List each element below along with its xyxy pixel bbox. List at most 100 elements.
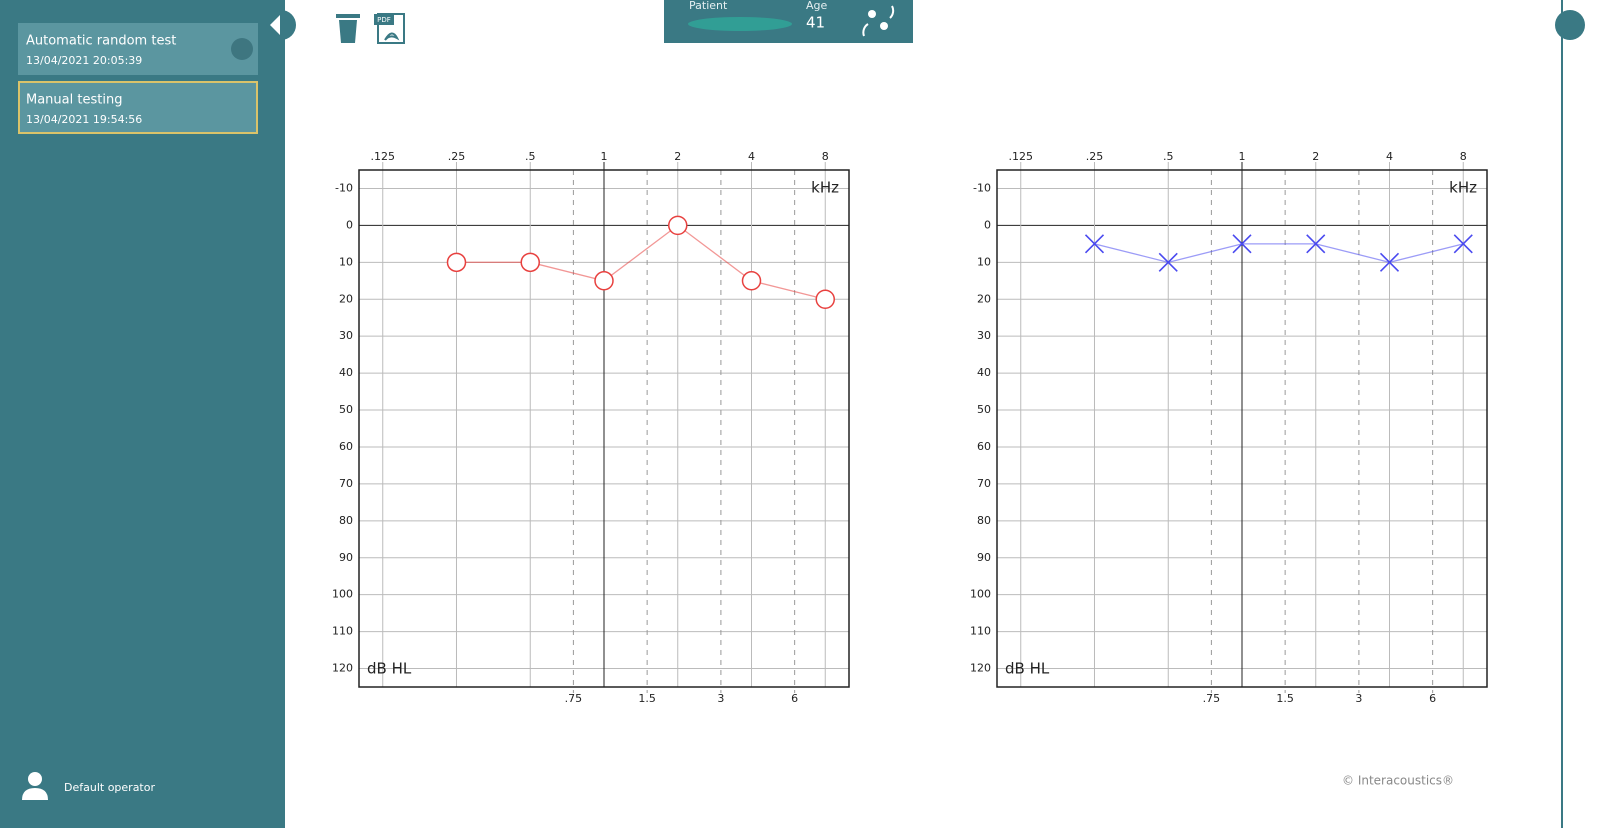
marker <box>815 289 836 309</box>
y-tick-label: 110 <box>332 625 353 638</box>
x-tick-label: .25 <box>1086 150 1104 163</box>
x-tick-label: 4 <box>1386 150 1393 163</box>
collapse-circle <box>266 10 296 40</box>
switch-patient-button[interactable] <box>862 5 895 37</box>
copyright: © Interacoustics® <box>1342 774 1454 788</box>
session-title: Manual testing <box>26 93 122 108</box>
y-tick-label: 90 <box>339 551 353 564</box>
x-tick-label: 2 <box>674 150 681 163</box>
session-status-dot <box>231 38 253 60</box>
y-tick-label: 40 <box>339 366 353 379</box>
x-tick-label: 2 <box>1312 150 1319 163</box>
y-tick-label: 30 <box>977 329 991 342</box>
x-tick-label: .125 <box>1008 150 1033 163</box>
x-tick-label: .5 <box>1163 150 1174 163</box>
swap-icon-head <box>880 22 888 30</box>
pdf-tag <box>374 14 394 25</box>
y-tick-label: 40 <box>977 366 991 379</box>
marker <box>594 271 614 291</box>
marker <box>1453 234 1473 254</box>
x-tick-label-secondary: .75 <box>565 692 583 705</box>
operator-icon-body <box>22 788 48 800</box>
session-date: 13/04/2021 20:05:39 <box>26 54 142 67</box>
patient-name-blurred <box>688 17 792 31</box>
y-tick-label: 0 <box>346 218 353 231</box>
x-tick-label: .5 <box>525 150 536 163</box>
pdf-label: PDF <box>377 16 391 24</box>
x-tick-label-secondary: 6 <box>1429 692 1436 705</box>
y-tick-label: 120 <box>332 662 353 675</box>
x-tick-label-secondary: 6 <box>791 692 798 705</box>
y-tick-label: 100 <box>332 588 353 601</box>
y-tick-label: 80 <box>977 514 991 527</box>
y-tick-label: 10 <box>339 255 353 268</box>
x-tick-label: .125 <box>370 150 395 163</box>
x-tick-label-secondary: 3 <box>717 692 724 705</box>
marker <box>1084 234 1105 254</box>
operator[interactable]: Default operator <box>22 772 155 800</box>
y-tick-label: 90 <box>977 551 991 564</box>
y-tick-label: 70 <box>977 477 991 490</box>
audiogram: -10 0 10 20 30 40 50 60 70 80 90 100 110 120 .125 .25 .5… <box>332 150 850 705</box>
y-tick-label: 50 <box>339 403 353 416</box>
x-tick-label-secondary: 1.5 <box>638 692 656 705</box>
session-card-bg <box>18 81 258 134</box>
patient-label: Patient <box>689 0 728 12</box>
y-tick-label: -10 <box>973 181 991 194</box>
y-tick-label: 110 <box>970 625 991 638</box>
series-line <box>456 224 826 300</box>
y-tick-label: 30 <box>339 329 353 342</box>
collapse-arrow <box>270 15 280 35</box>
pdf-button[interactable]: PDF <box>374 13 405 44</box>
session-title: Automatic random test <box>26 34 176 49</box>
operator-name: Default operator <box>64 781 155 794</box>
x-tick-label: 8 <box>822 150 829 163</box>
y-tick-label: 100 <box>970 588 991 601</box>
x-tick-label: 4 <box>748 150 755 163</box>
y-tick-label: 10 <box>977 255 991 268</box>
x-tick-label-secondary: .75 <box>1203 692 1221 705</box>
swap-icon-head <box>868 10 876 18</box>
y-tick-label: 60 <box>977 440 991 453</box>
x-tick-label: 1 <box>1239 150 1246 163</box>
y-unit: dB HL <box>367 660 412 678</box>
y-tick-label: 50 <box>977 403 991 416</box>
x-unit: kHz <box>811 179 839 197</box>
y-tick-label: 0 <box>984 218 991 231</box>
session-card[interactable]: Automatic random test 13/04/2021 20:05:3… <box>18 23 258 75</box>
y-tick-label: 60 <box>339 440 353 453</box>
sidebar <box>0 0 285 828</box>
y-tick-label: 20 <box>339 292 353 305</box>
delete-button[interactable] <box>336 14 360 43</box>
marker <box>1232 234 1252 254</box>
series-line <box>1094 243 1464 263</box>
x-tick-label: 1 <box>601 150 608 163</box>
x-tick-label: .25 <box>448 150 466 163</box>
y-tick-label: 20 <box>977 292 991 305</box>
marker <box>520 252 540 273</box>
pdf-symbol <box>384 32 400 41</box>
session-card-bg <box>18 23 258 75</box>
session-date: 13/04/2021 19:54:56 <box>26 113 142 126</box>
marker <box>1379 252 1400 272</box>
trash-body <box>339 20 357 43</box>
collapse-button[interactable] <box>266 10 296 40</box>
y-tick-label: 120 <box>970 662 991 675</box>
marker <box>1306 234 1326 254</box>
x-tick-label-secondary: 3 <box>1355 692 1362 705</box>
y-tick-label: -10 <box>335 181 353 194</box>
x-tick-label-secondary: 1.5 <box>1276 692 1294 705</box>
swap-icon-arrows <box>862 5 895 37</box>
marker <box>668 215 688 236</box>
marker <box>741 271 762 291</box>
session-card[interactable]: Manual testing 13/04/2021 19:54:56 <box>18 81 258 134</box>
right-panel-button[interactable] <box>1555 10 1585 40</box>
marker <box>446 252 467 273</box>
trash-lid <box>336 14 360 18</box>
y-tick-label: 70 <box>339 477 353 490</box>
x-tick-label: 8 <box>1460 150 1467 163</box>
age-label: Age <box>806 0 828 12</box>
audiogram: -10 0 10 20 30 40 50 60 70 80 90 100 110 120 .125 .25 .5… <box>970 150 1488 705</box>
age-value: 41 <box>806 14 825 32</box>
